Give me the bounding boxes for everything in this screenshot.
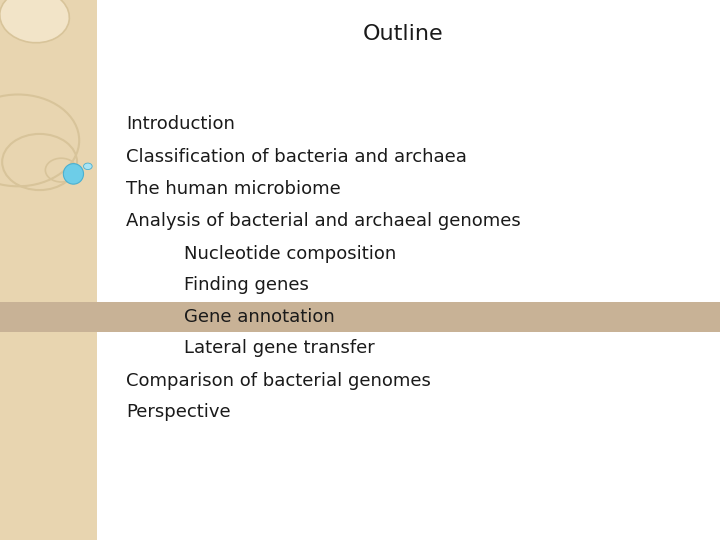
Text: Lateral gene transfer: Lateral gene transfer xyxy=(184,339,374,357)
Text: Classification of bacteria and archaea: Classification of bacteria and archaea xyxy=(126,147,467,166)
Text: Introduction: Introduction xyxy=(126,115,235,133)
Text: Analysis of bacterial and archaeal genomes: Analysis of bacterial and archaeal genom… xyxy=(126,212,521,231)
Bar xyxy=(0,302,720,332)
Text: The human microbiome: The human microbiome xyxy=(126,180,341,198)
Text: Nucleotide composition: Nucleotide composition xyxy=(184,245,396,263)
Circle shape xyxy=(84,163,92,170)
Ellipse shape xyxy=(63,164,84,184)
Bar xyxy=(0,0,97,540)
Ellipse shape xyxy=(0,0,69,43)
Text: Comparison of bacterial genomes: Comparison of bacterial genomes xyxy=(126,372,431,390)
Text: Perspective: Perspective xyxy=(126,403,230,421)
Text: Finding genes: Finding genes xyxy=(184,276,308,294)
Text: Outline: Outline xyxy=(363,24,444,44)
Text: Gene annotation: Gene annotation xyxy=(184,308,334,326)
